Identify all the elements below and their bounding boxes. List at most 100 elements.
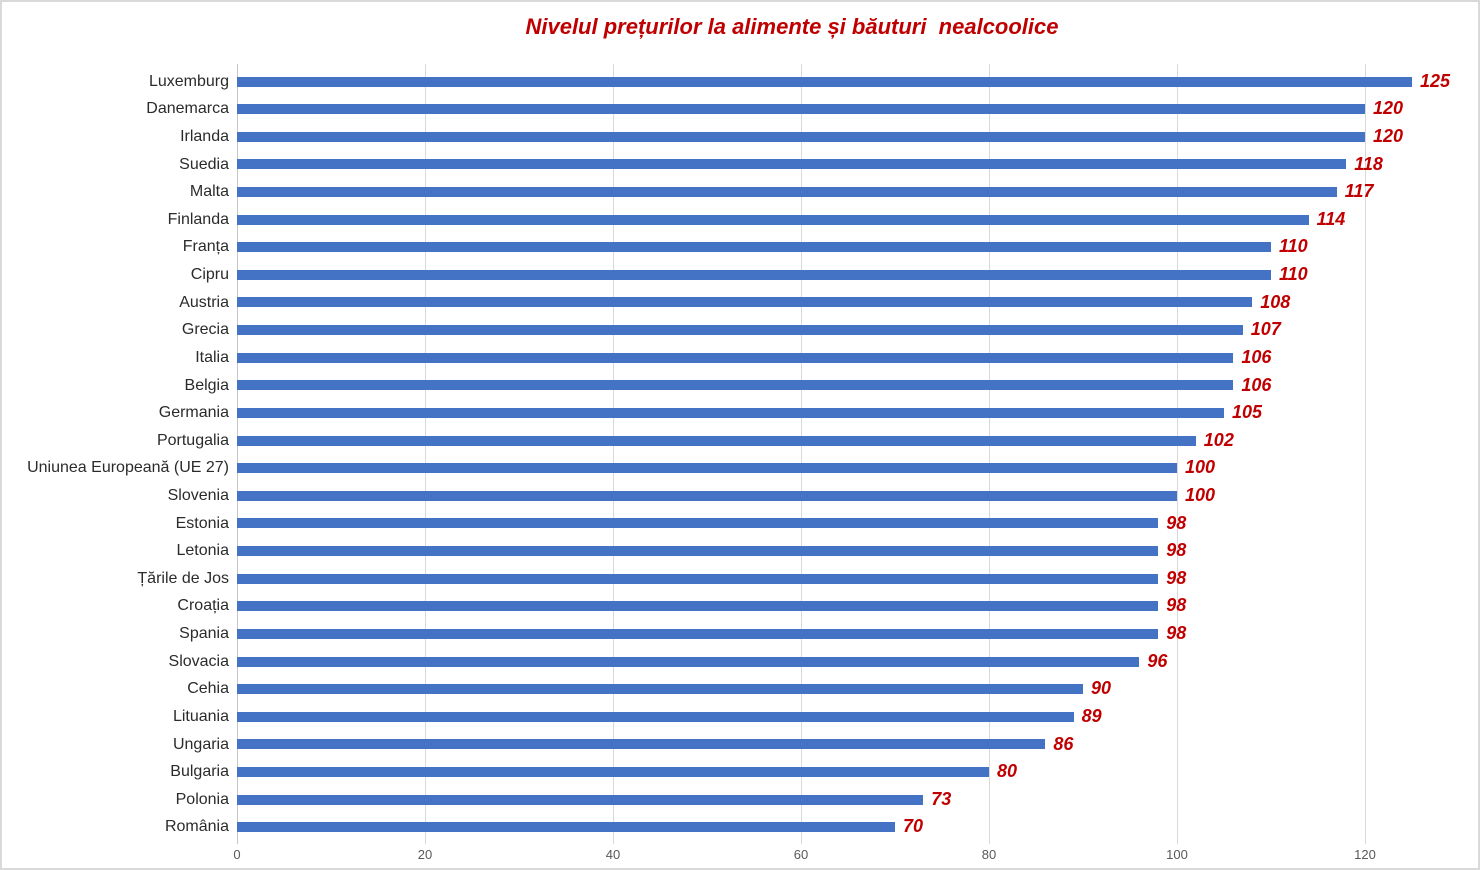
value-label: 108 bbox=[1260, 291, 1291, 312]
bar bbox=[237, 186, 1337, 197]
value-label: 100 bbox=[1185, 457, 1216, 478]
bar bbox=[237, 76, 1412, 87]
value-label: 96 bbox=[1147, 650, 1168, 671]
bar bbox=[237, 822, 895, 833]
category-label: Croația bbox=[177, 597, 229, 615]
bar bbox=[237, 490, 1177, 501]
value-label: 90 bbox=[1091, 678, 1112, 699]
bar bbox=[237, 518, 1159, 529]
bar bbox=[237, 794, 924, 805]
category-label: Irlanda bbox=[180, 127, 229, 145]
bar bbox=[237, 131, 1365, 142]
bar bbox=[237, 214, 1309, 225]
category-label: Polonia bbox=[175, 790, 229, 808]
bar bbox=[237, 656, 1140, 667]
value-label: 117 bbox=[1344, 181, 1374, 202]
value-label: 110 bbox=[1279, 264, 1308, 285]
bar bbox=[237, 463, 1177, 474]
value-label: 70 bbox=[903, 816, 924, 837]
value-label: 125 bbox=[1420, 70, 1451, 91]
bar bbox=[237, 601, 1159, 612]
value-label: 118 bbox=[1354, 153, 1383, 174]
category-label: Lituania bbox=[172, 707, 229, 725]
bar bbox=[237, 407, 1224, 418]
value-label: 120 bbox=[1373, 98, 1404, 119]
category-label: Țările de Jos bbox=[137, 569, 229, 587]
value-label: 120 bbox=[1373, 125, 1404, 146]
category-label: Malta bbox=[189, 183, 229, 201]
category-label: Letonia bbox=[176, 542, 230, 560]
bar bbox=[237, 628, 1159, 639]
category-label: România bbox=[164, 818, 229, 836]
bar bbox=[237, 546, 1159, 557]
category-label: Cipru bbox=[190, 266, 229, 284]
value-label: 98 bbox=[1166, 567, 1187, 588]
bar bbox=[237, 104, 1365, 115]
category-label: Spania bbox=[179, 625, 229, 643]
value-label: 86 bbox=[1053, 733, 1074, 754]
value-label: 98 bbox=[1166, 512, 1187, 533]
category-label: Uniunea Europeană (UE 27) bbox=[27, 459, 229, 477]
x-tick-label-120: 120 bbox=[1354, 847, 1376, 862]
bar bbox=[237, 739, 1046, 750]
category-label: Belgia bbox=[184, 376, 229, 394]
gridline-80 bbox=[989, 64, 990, 844]
x-tick-label-20: 20 bbox=[417, 847, 433, 862]
bar bbox=[237, 297, 1253, 308]
bar bbox=[237, 242, 1271, 253]
x-tick-label-0: 0 bbox=[233, 847, 241, 862]
chart-title-wrap: Nivelul prețurilor la alimente și băutur… bbox=[2, 14, 1478, 40]
bar bbox=[237, 325, 1243, 336]
gridline-100 bbox=[1177, 64, 1178, 844]
category-label: Grecia bbox=[181, 321, 229, 339]
value-label: 73 bbox=[931, 788, 952, 809]
bar bbox=[237, 711, 1074, 722]
category-label: Franța bbox=[182, 238, 229, 256]
value-label: 98 bbox=[1166, 540, 1187, 561]
value-label: 110 bbox=[1279, 236, 1308, 257]
category-label: Suedia bbox=[179, 155, 229, 173]
value-label: 80 bbox=[997, 761, 1018, 782]
category-label: Slovacia bbox=[168, 652, 229, 670]
value-label: 106 bbox=[1241, 346, 1272, 367]
category-label: Finlanda bbox=[167, 210, 229, 228]
x-tick-label-100: 100 bbox=[1166, 847, 1188, 862]
category-label: Portugalia bbox=[156, 431, 229, 449]
value-label: 114 bbox=[1316, 208, 1346, 229]
x-tick-label-40: 40 bbox=[605, 847, 621, 862]
gridline-120 bbox=[1365, 64, 1366, 844]
value-label: 98 bbox=[1166, 595, 1187, 616]
gridline-40 bbox=[613, 64, 614, 844]
bar bbox=[237, 159, 1347, 170]
value-label: 98 bbox=[1166, 623, 1187, 644]
x-tick-label-60: 60 bbox=[793, 847, 809, 862]
bar bbox=[237, 684, 1083, 695]
chart-title: Nivelul prețurilor la alimente și băutur… bbox=[525, 14, 1059, 39]
gridline-20 bbox=[425, 64, 426, 844]
category-label: Bulgaria bbox=[170, 763, 229, 781]
value-label: 102 bbox=[1203, 429, 1234, 450]
value-label: 105 bbox=[1232, 402, 1263, 423]
category-label: Danemarca bbox=[146, 100, 229, 118]
x-tick-label-80: 80 bbox=[981, 847, 997, 862]
bar bbox=[237, 435, 1196, 446]
category-label: Germania bbox=[158, 404, 229, 422]
category-label: Ungaria bbox=[172, 735, 229, 753]
bar bbox=[237, 767, 989, 777]
category-label: Luxemburg bbox=[148, 72, 229, 90]
category-label: Slovenia bbox=[167, 486, 229, 504]
category-label: Italia bbox=[195, 348, 229, 366]
bar bbox=[237, 380, 1234, 391]
category-label: Cehia bbox=[187, 680, 229, 698]
category-axis-line bbox=[237, 64, 238, 844]
bar bbox=[237, 352, 1234, 363]
category-label: Austria bbox=[179, 293, 229, 311]
category-label: Estonia bbox=[175, 514, 229, 532]
bar bbox=[237, 269, 1271, 280]
value-label: 106 bbox=[1241, 374, 1272, 395]
bar bbox=[237, 573, 1159, 584]
value-label: 89 bbox=[1081, 705, 1102, 726]
gridline-60 bbox=[801, 64, 802, 844]
value-label: 100 bbox=[1185, 484, 1216, 505]
